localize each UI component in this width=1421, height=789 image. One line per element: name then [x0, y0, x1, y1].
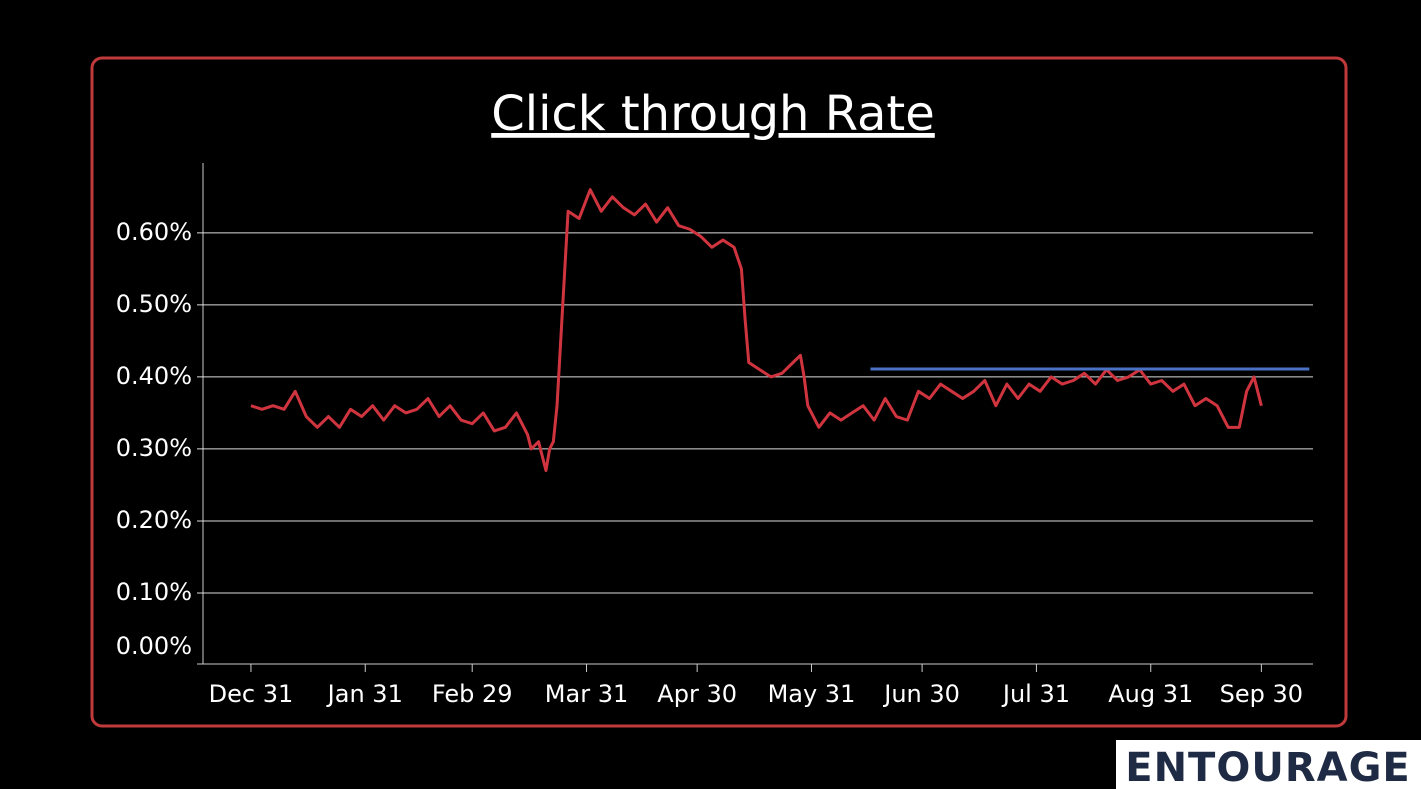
y-tick-label: 0.50%: [116, 290, 192, 318]
x-tick-label: Sep 30: [1220, 680, 1303, 708]
y-tick-label: 0.00%: [116, 632, 192, 660]
brand-logo: ENTOURAGE: [1125, 745, 1410, 789]
data-line: [250, 188, 1263, 473]
x-tick-label: Jan 31: [326, 680, 403, 708]
y-tick-label: 0.60%: [116, 218, 192, 246]
x-tick-label: Feb 29: [432, 680, 513, 708]
x-tick-label: Jun 30: [882, 680, 960, 708]
x-tick-label: May 31: [768, 680, 856, 708]
y-tick-label: 0.10%: [116, 578, 192, 606]
x-tick-label: Dec 31: [209, 680, 294, 708]
brand-box: [1116, 740, 1421, 789]
y-tick-label: 0.30%: [116, 434, 192, 462]
y-tick-label: 0.20%: [116, 506, 192, 534]
y-tick-label: 0.40%: [116, 362, 192, 390]
x-tick-label: Apr 30: [657, 680, 737, 708]
x-tick-label: Aug 31: [1108, 680, 1193, 708]
x-tick-label: Jul 31: [1001, 680, 1070, 708]
x-tick-label: Mar 31: [545, 680, 628, 708]
chart-frame: [90, 56, 1348, 728]
chart-title: Click through Rate: [491, 86, 935, 142]
